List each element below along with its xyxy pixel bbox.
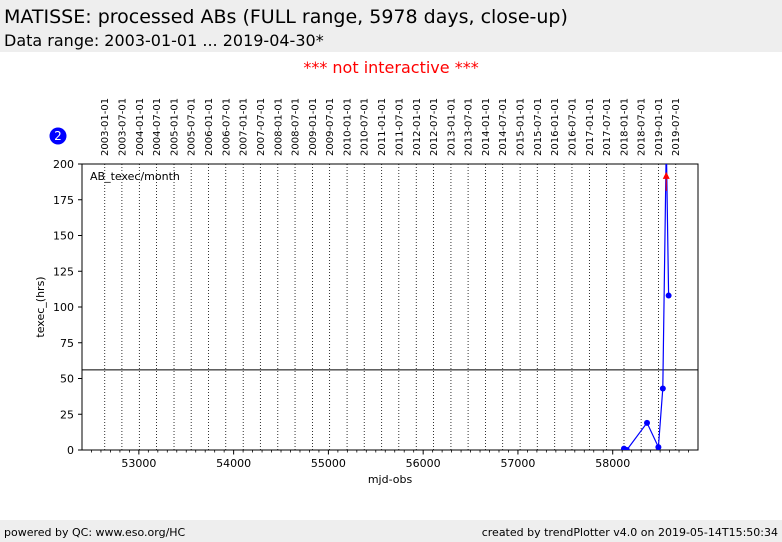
y-tick-label: 50	[60, 373, 74, 386]
count-badge-circle	[49, 127, 67, 145]
date-tick-label: 2004-01-01	[135, 98, 146, 156]
date-tick-label: 2005-01-01	[170, 98, 181, 156]
date-tick-label: 2006-07-01	[221, 98, 232, 156]
date-tick-label: 2010-01-01	[343, 98, 354, 156]
date-tick-label: 2008-01-01	[273, 98, 284, 156]
date-tick-label: 2018-07-01	[637, 98, 648, 156]
date-tick-label: 2005-07-01	[187, 98, 198, 156]
count-badge-text: 2	[54, 129, 62, 143]
date-tick-label: 2018-01-01	[619, 98, 630, 156]
date-tick-label: 2012-01-01	[412, 98, 423, 156]
y-tick-label: 100	[53, 301, 74, 314]
y-tick-label: 25	[60, 408, 74, 421]
y-tick-label: 0	[67, 444, 74, 457]
header-bar: MATISSE: processed ABs (FULL range, 5978…	[0, 0, 782, 52]
y-tick-label: 125	[53, 265, 74, 278]
date-tick-label: 2011-07-01	[394, 98, 405, 156]
footer-generator: created by trendPlotter v4.0 on 2019-05-…	[481, 526, 778, 539]
date-tick-label: 2019-07-01	[671, 98, 682, 156]
y-tick-label: 175	[53, 194, 74, 207]
date-tick-label: 2012-07-01	[429, 98, 440, 156]
x-axis-label: mjd-obs	[368, 473, 413, 486]
date-tick-label: 2003-01-01	[100, 98, 111, 156]
panel-label: AB_texec/month	[90, 170, 180, 183]
date-tick-label: 2007-07-01	[256, 98, 267, 156]
trend-chart: 2003-01-01 2003-07-01 2004-01-01 2004-07-01…	[34, 98, 699, 486]
date-tick-label: 2011-01-01	[377, 98, 388, 156]
data-point	[623, 447, 630, 450]
footer-bar: powered by QC: www.eso.org/HC created by…	[0, 520, 782, 542]
data-point	[665, 292, 672, 299]
date-tick-label: 2019-01-01	[654, 98, 665, 156]
date-tick-label: 2013-01-01	[446, 98, 457, 156]
date-tick-label: 2014-07-01	[498, 98, 509, 156]
date-tick-label: 2009-07-01	[325, 98, 336, 156]
count-badge: 2	[49, 127, 67, 145]
data-point	[644, 419, 651, 426]
x-tick-label: 56000	[406, 457, 441, 470]
x-tick-label: 53000	[121, 457, 156, 470]
date-tick-label: 2007-01-01	[239, 98, 250, 156]
page-title: MATISSE: processed ABs (FULL range, 5978…	[4, 6, 568, 28]
data-range-subtitle: Data range: 2003-01-01 ... 2019-04-30*	[4, 31, 324, 50]
y-tick-label: 150	[53, 230, 74, 243]
data-point	[659, 385, 666, 392]
data-point	[655, 444, 662, 450]
date-tick-label: 2006-01-01	[204, 98, 215, 156]
x-tick-label: 57000	[500, 457, 535, 470]
y-tick-label: 200	[53, 158, 74, 171]
date-tick-label: 2016-07-01	[567, 98, 578, 156]
date-tick-label: 2017-07-01	[602, 98, 613, 156]
date-tick-label: 2015-01-01	[516, 98, 527, 156]
date-tick-label: 2004-07-01	[152, 98, 163, 156]
series-group	[620, 164, 672, 450]
series-line	[623, 164, 670, 450]
date-tick-label: 2013-07-01	[464, 98, 475, 156]
date-tick-label: 2009-01-01	[308, 98, 319, 156]
date-tick-label: 2010-07-01	[360, 98, 371, 156]
date-tick-label: 2015-07-01	[533, 98, 544, 156]
date-tick-label: 2014-01-01	[481, 98, 492, 156]
clipped-value-marker	[662, 171, 670, 179]
x-tick-label: 58000	[595, 457, 630, 470]
date-tick-label: 2008-07-01	[291, 98, 302, 156]
footer-credit: powered by QC: www.eso.org/HC	[4, 526, 186, 539]
y-axis-label: texec_(hrs)	[34, 276, 47, 337]
date-tick-label: 2003-07-01	[117, 98, 128, 156]
x-tick-label: 54000	[216, 457, 251, 470]
x-tick-label: 55000	[311, 457, 346, 470]
date-tick-label: 2017-01-01	[585, 98, 596, 156]
date-tick-label: 2016-01-01	[550, 98, 561, 156]
y-tick-label: 75	[60, 337, 74, 350]
not-interactive-notice: *** not interactive ***	[303, 58, 479, 77]
